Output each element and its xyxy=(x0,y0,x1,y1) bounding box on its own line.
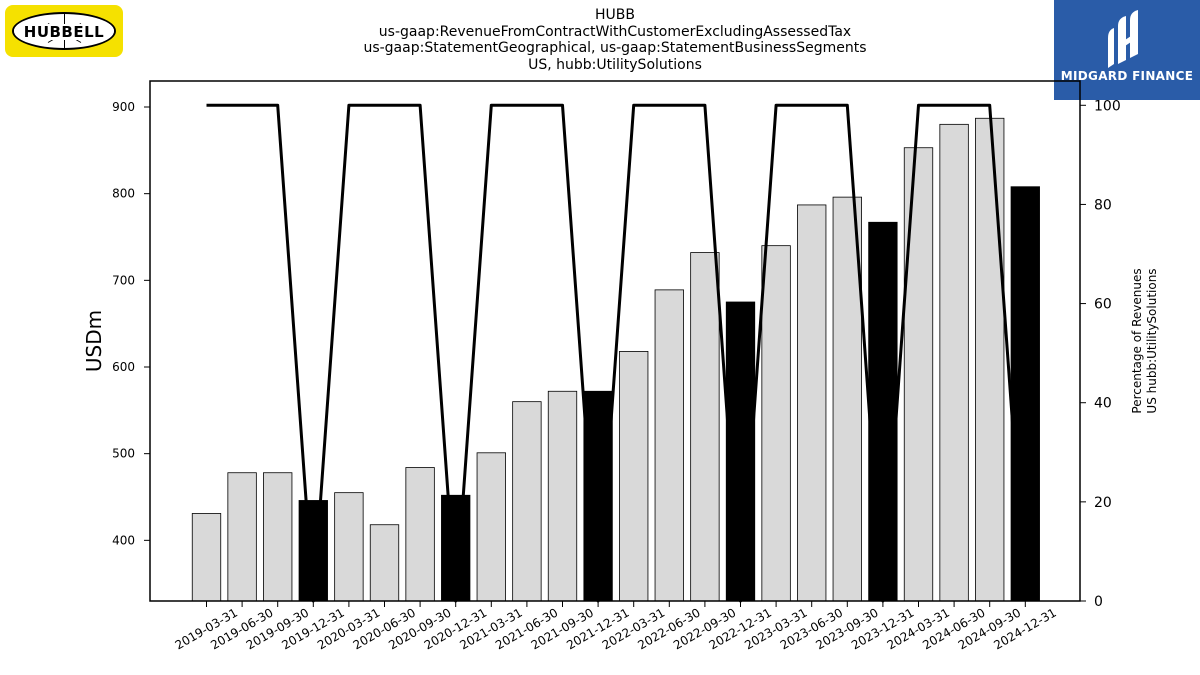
y2-tick-label: 80 xyxy=(1094,197,1112,213)
bar-2022-09-30 xyxy=(690,252,720,602)
y2-tick-label: 40 xyxy=(1094,396,1112,412)
chart-subtitle-axes: us-gaap:StatementGeographical, us-gaap:S… xyxy=(363,40,867,56)
bar-2020-09-30 xyxy=(405,467,435,602)
chart-title: HUBB xyxy=(595,7,635,23)
bar-2020-03-31 xyxy=(334,492,364,602)
bar-2019-09-30 xyxy=(263,472,293,602)
hubbell-logo-text: HUBBELL xyxy=(14,24,114,40)
midgard-mark-icon xyxy=(1108,10,1138,68)
bar-2021-06-30 xyxy=(512,401,542,602)
bar-2021-03-31 xyxy=(476,452,506,602)
bar-2019-03-31 xyxy=(191,513,222,602)
bar-2023-03-31 xyxy=(761,245,791,602)
y-tick-label: 500 xyxy=(112,447,135,461)
plot-frame xyxy=(149,80,1081,602)
bar-2020-06-30 xyxy=(369,524,400,602)
y2-tick-label: 20 xyxy=(1094,495,1112,511)
bar-2024-06-30 xyxy=(939,123,969,602)
bar-2023-06-30 xyxy=(797,204,827,602)
bar-2023-09-30 xyxy=(832,196,862,602)
bar-2024-09-30 xyxy=(975,117,1005,602)
y2-tick-label: 0 xyxy=(1094,594,1103,610)
midgard-finance-logo: MIDGARD FINANCE xyxy=(1054,0,1200,100)
y-tick-label: 800 xyxy=(112,187,135,201)
bar-2022-03-31 xyxy=(619,350,649,602)
hubbell-logo: HUBBELL xyxy=(5,5,123,57)
y2-axis-label-line1: Percentage of Revenues xyxy=(1130,268,1144,413)
y-axis-label: USDm xyxy=(82,310,106,372)
chart-subtitle-members: US, hubb:UtilitySolutions xyxy=(528,57,702,73)
hubbell-globe-icon: HUBBELL xyxy=(12,12,116,50)
y-tick-label: 900 xyxy=(112,100,135,114)
y-tick-label: 700 xyxy=(112,273,135,287)
y2-axis-label-line2: US hubb:UtilitySolutions xyxy=(1145,268,1159,413)
chart-subtitle-concept: us-gaap:RevenueFromContractWithCustomerE… xyxy=(378,24,852,40)
bar-2021-12-31 xyxy=(583,390,613,602)
bar-2023-12-31 xyxy=(868,221,898,602)
y-tick-label: 600 xyxy=(112,360,135,374)
percentage-line xyxy=(206,103,1027,603)
midgard-finance-text: MIDGARD FINANCE xyxy=(1060,69,1194,83)
bar-2024-12-31 xyxy=(1010,186,1040,602)
bar-2022-06-30 xyxy=(654,289,684,602)
bar-2019-06-30 xyxy=(227,472,257,602)
bar-2021-09-30 xyxy=(547,390,578,602)
bar-2024-03-31 xyxy=(903,147,934,602)
y2-tick-label: 60 xyxy=(1094,297,1112,313)
y2-tick-label: 100 xyxy=(1094,98,1121,114)
y-tick-label: 400 xyxy=(112,533,135,547)
